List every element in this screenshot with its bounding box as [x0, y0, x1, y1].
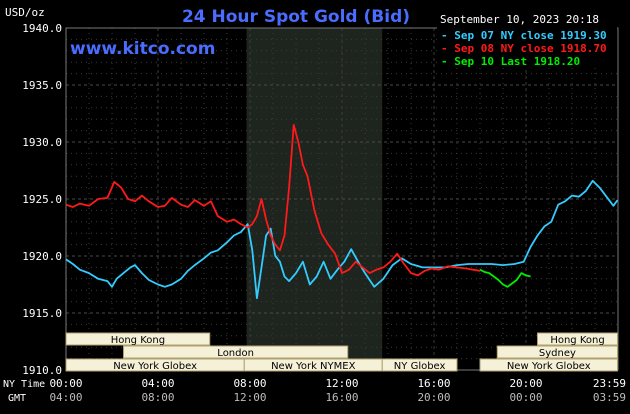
session-bar [479, 358, 619, 372]
legend-entry: - Sep 10 Last 1918.20 [441, 55, 580, 68]
x-tick-label-gmt: 00:00 [509, 391, 542, 404]
y-unit-label: USD/oz [5, 6, 45, 19]
y-tick-label: 1920.0 [22, 250, 62, 263]
series-line-0 [65, 179, 619, 300]
x-row-label-ny: NY Time [3, 379, 45, 390]
session-label: Hong Kong [111, 335, 165, 346]
y-tick-label: 1910.0 [22, 364, 62, 377]
x-tick-label-gmt: 20:00 [417, 391, 450, 404]
session-label: London [217, 348, 254, 359]
y-tick-label: 1930.0 [22, 136, 62, 149]
session-label: New York Globex [113, 361, 197, 372]
legend-entry: - Sep 07 NY close 1919.30 [441, 29, 607, 42]
x-tick-label-gmt: 03:59 [593, 391, 626, 404]
chart-datetime: September 10, 2023 20:18 [440, 13, 599, 26]
session-label: Sydney [539, 348, 576, 359]
session-bar [65, 332, 211, 346]
x-tick-label-ny: 16:00 [417, 377, 450, 390]
x-tick-label-ny: 00:00 [49, 377, 82, 390]
session-label: New York Globex [507, 361, 591, 372]
series-line-1 [65, 124, 481, 277]
session-label: NY Globex [394, 361, 446, 372]
y-tick-label: 1915.0 [22, 307, 62, 320]
x-tick-label-ny: 12:00 [325, 377, 358, 390]
x-tick-label-gmt: 12:00 [233, 391, 266, 404]
series-line-2 [479, 268, 531, 288]
session-bar [496, 345, 619, 359]
x-tick-label-ny: 23:59 [593, 377, 626, 390]
x-tick-label-gmt: 16:00 [325, 391, 358, 404]
session-bar [123, 345, 349, 359]
y-tick-label: 1940.0 [22, 22, 62, 35]
x-tick-label-ny: 20:00 [509, 377, 542, 390]
session-bar [381, 358, 458, 372]
legend-entry: - Sep 08 NY close 1918.70 [441, 42, 607, 55]
x-tick-label-gmt: 04:00 [49, 391, 82, 404]
legend-box [437, 27, 617, 67]
session-label: Hong Kong [550, 335, 604, 346]
y-tick-label: 1935.0 [22, 79, 62, 92]
legend: - Sep 07 NY close 1919.30- Sep 08 NY clo… [437, 27, 617, 68]
watermark: www.kitco.com [70, 39, 215, 59]
session-bar [537, 332, 619, 346]
y-tick-label: 1925.0 [22, 193, 62, 206]
x-tick-label-ny: 08:00 [233, 377, 266, 390]
x-row-label-gmt: GMT [8, 393, 26, 404]
chart-title: 24 Hour Spot Gold (Bid) [182, 7, 410, 27]
session-label: New York NYMEX [271, 361, 356, 372]
x-tick-label-ny: 04:00 [141, 377, 174, 390]
x-tick-label-gmt: 08:00 [141, 391, 174, 404]
